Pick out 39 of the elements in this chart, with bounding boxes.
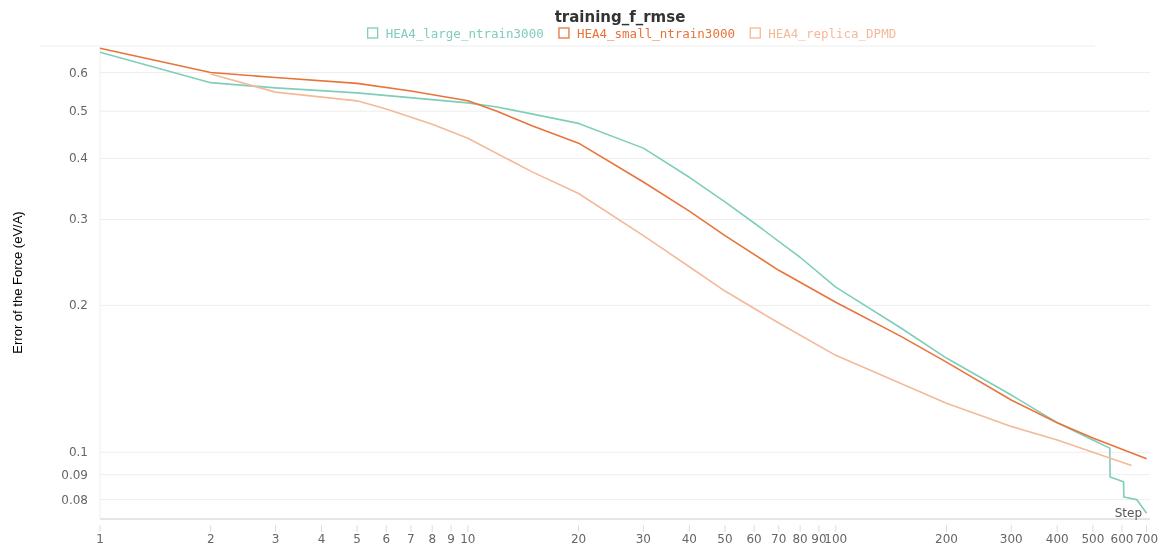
x-tick-label: 600 bbox=[1110, 532, 1134, 545]
x-tick-label: 300 bbox=[999, 532, 1023, 545]
x-tick-label: 200 bbox=[935, 532, 958, 545]
x-tick-label: 40 bbox=[681, 532, 697, 545]
x-tick-label: 80 bbox=[792, 532, 808, 545]
y-axis-title: Error of the Force (eV/A) bbox=[10, 211, 25, 354]
x-tick-label: 70 bbox=[771, 532, 787, 545]
y-tick-label: 0.09 bbox=[61, 467, 88, 482]
x-axis-title: Step bbox=[1114, 506, 1142, 520]
y-tick-label: 0.5 bbox=[68, 104, 88, 119]
y-tick-label: 0.2 bbox=[68, 298, 88, 313]
x-tick-label: 100 bbox=[824, 532, 848, 545]
x-tick-label: 3 bbox=[271, 532, 280, 545]
y-tick-label: 0.08 bbox=[61, 492, 88, 507]
legend-label: HEA4_large_ntrain3000 bbox=[385, 26, 544, 41]
y-tick-label: 0.3 bbox=[68, 212, 88, 227]
y-tick-label: 0.4 bbox=[68, 151, 88, 166]
chart-title: training_f_rmse bbox=[554, 8, 686, 26]
x-tick-label: 50 bbox=[717, 532, 733, 545]
legend-label: HEA4_small_ntrain3000 bbox=[576, 26, 735, 41]
x-tick-label: 6 bbox=[382, 532, 391, 545]
x-tick-label: 500 bbox=[1081, 532, 1105, 545]
x-tick-label: 90 bbox=[811, 532, 827, 545]
y-tick-label: 0.6 bbox=[68, 65, 88, 80]
x-tick-label: 4 bbox=[317, 532, 326, 545]
x-tick-label: 400 bbox=[1045, 532, 1069, 545]
x-tick-label: 700 bbox=[1135, 532, 1159, 545]
x-tick-label: 2 bbox=[206, 532, 215, 545]
y-tick-label: 0.1 bbox=[68, 445, 88, 460]
x-tick-label: 20 bbox=[570, 532, 587, 545]
x-tick-label: 1 bbox=[96, 532, 104, 545]
x-tick-label: 60 bbox=[746, 532, 762, 545]
x-tick-label: 9 bbox=[447, 532, 455, 545]
x-tick-label: 10 bbox=[460, 532, 476, 545]
legend-label: HEA4_replica_DPMD bbox=[768, 26, 897, 41]
x-tick-label: 8 bbox=[428, 532, 437, 545]
x-tick-label: 30 bbox=[635, 532, 652, 545]
x-tick-label: 5 bbox=[353, 532, 361, 545]
x-tick-label: 7 bbox=[407, 532, 415, 545]
